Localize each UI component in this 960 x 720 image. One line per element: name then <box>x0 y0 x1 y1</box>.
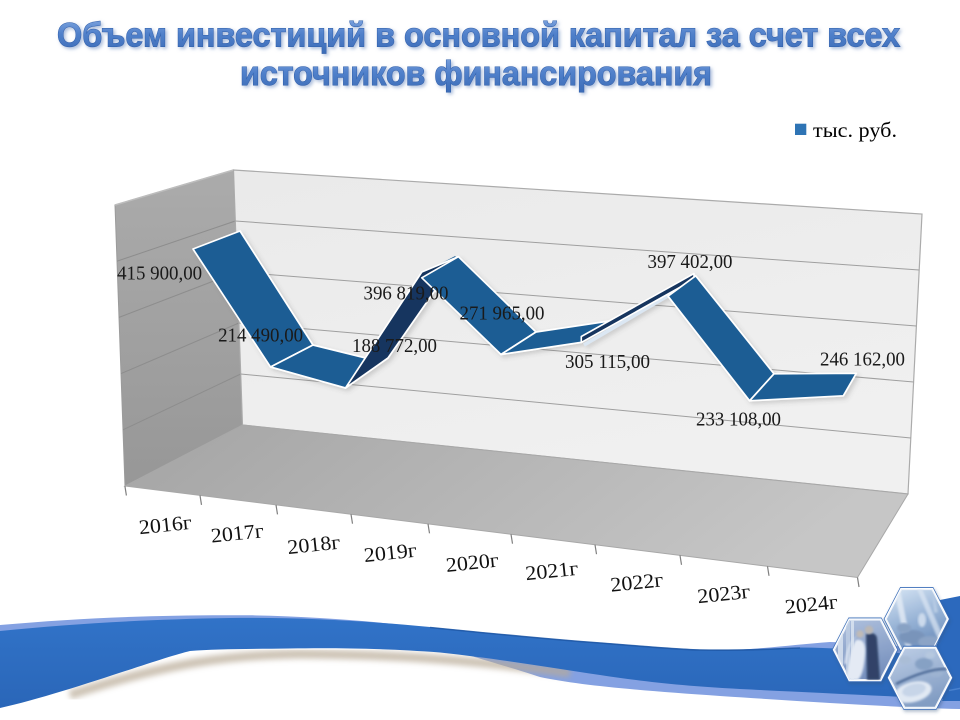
svg-text:тыс. руб.: тыс. руб. <box>813 118 897 142</box>
svg-text:источников финансирования: источников финансирования <box>240 55 712 93</box>
svg-text:Объем инвестиций в основной ка: Объем инвестиций в основной капитал за с… <box>57 17 900 55</box>
svg-text:233 108,00: 233 108,00 <box>696 409 781 431</box>
svg-text:305 115,00: 305 115,00 <box>565 351 650 373</box>
svg-text:214 490,00: 214 490,00 <box>218 324 303 346</box>
svg-text:188 772,00: 188 772,00 <box>352 335 437 357</box>
svg-text:415 900,00: 415 900,00 <box>117 262 202 284</box>
svg-text:271 965,00: 271 965,00 <box>460 303 545 325</box>
svg-text:246 162,00: 246 162,00 <box>820 349 905 371</box>
svg-text:397 402,00: 397 402,00 <box>648 251 733 273</box>
svg-text:396 819,00: 396 819,00 <box>364 283 449 305</box>
